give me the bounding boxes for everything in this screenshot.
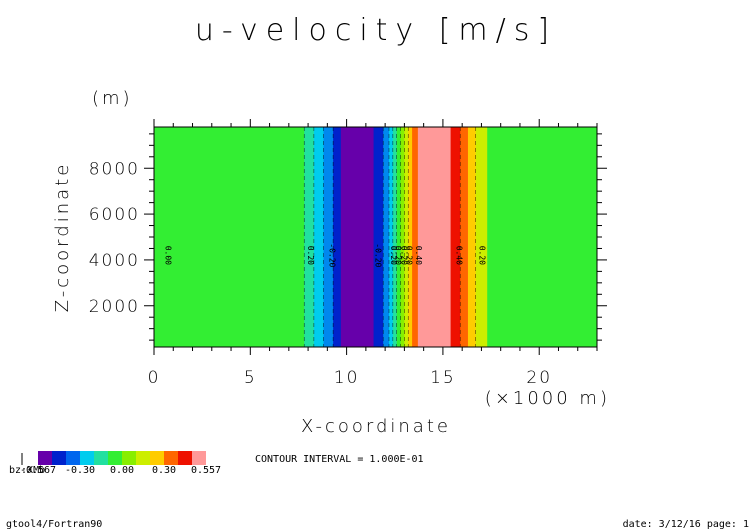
footer-right: date: 3/12/16 page: 1: [623, 519, 749, 530]
heatmap-band-6: [373, 127, 384, 347]
y-tick-label-8000: 8000: [89, 159, 140, 179]
heatmap-band-11: [400, 127, 405, 347]
legend-swatch-6: [122, 451, 136, 465]
contour-label-3: -0.20: [374, 243, 383, 267]
legend-tick-label-1: -0.30: [65, 465, 95, 476]
x-tick-label-5: 5: [244, 368, 257, 388]
legend-swatch-4: [94, 451, 108, 465]
heatmap-band-18: [467, 127, 477, 347]
legend-tick-label-2: 0.00: [110, 465, 134, 476]
legend-tick-label-4: 0.557: [191, 465, 221, 476]
heatmap-band-1: [304, 127, 315, 347]
x-tick-label-0: 0: [148, 368, 161, 388]
heatmap-band-16: [450, 127, 461, 347]
x-axis-label: X-coordinate: [301, 416, 451, 437]
heatmap-band-12: [404, 127, 409, 347]
y-tick-label-6000: 6000: [89, 205, 140, 225]
y-axis-label: Z-coordinate: [52, 162, 73, 313]
legend-swatch-9: [164, 451, 178, 465]
heatmap-band-13: [408, 127, 413, 347]
heatmap-band-19: [475, 127, 488, 347]
contour-label-10: 0.20: [478, 246, 487, 265]
x-tick-label-15: 15: [430, 368, 456, 388]
heatmap-band-3: [323, 127, 334, 347]
contour-label-8: 0.40: [414, 246, 423, 265]
contour-label-9: 0.40: [454, 246, 463, 265]
contour-interval-text: CONTOUR INTERVAL = 1.000E-01: [255, 454, 424, 465]
legend-prefix-label: bz:XMb: [9, 465, 45, 476]
x-unit-label: (×1000 m): [485, 388, 610, 409]
heatmap-band-9: [392, 127, 398, 347]
heatmap-band-14: [412, 127, 419, 347]
heatmap-band-10: [396, 127, 402, 347]
heatmap-band-2: [313, 127, 324, 347]
heatmap-bands: [154, 127, 598, 347]
legend-swatch-2: [66, 451, 80, 465]
y-tick-label-4000: 4000: [89, 251, 140, 271]
chart-title: u-velocity [m/s]: [195, 13, 557, 48]
y-ticks: 2000 4000 6000 8000: [89, 133, 607, 341]
heatmap-band-20: [487, 127, 598, 347]
x-tick-label-20: 20: [526, 368, 552, 388]
heatmap-band-4: [333, 127, 342, 347]
contour-label-6: 0.20: [400, 246, 409, 265]
contour-labels: 0.00 0.20 -0.20 -0.20 0.200.200.200.20 0.40 0.…: [164, 243, 487, 267]
contour-lines: [303, 127, 476, 347]
contour-label-2: -0.20: [327, 243, 336, 267]
contour-label-5: 0.20: [394, 246, 403, 265]
x-ticks: 0 5 10 15 20: [148, 119, 598, 388]
legend-swatch-7: [136, 451, 150, 465]
contour-label-0: 0.00: [164, 246, 173, 265]
legend-swatch-3: [80, 451, 94, 465]
contour-label-1: 0.20: [306, 246, 315, 265]
contour-label-4: 0.20: [389, 246, 398, 265]
legend-swatch-10: [178, 451, 192, 465]
heatmap-band-5: [340, 127, 375, 347]
legend-swatch-8: [150, 451, 164, 465]
heatmap-band-17: [460, 127, 469, 347]
legend-tick-label-3: 0.30: [152, 465, 176, 476]
legend-swatch-11: [192, 451, 206, 465]
contour-label-7: 0.20: [404, 246, 413, 265]
heatmap-band-0: [154, 127, 305, 347]
y-tick-label-2000: 2000: [89, 297, 140, 317]
legend-swatch-5: [108, 451, 122, 465]
x-tick-label-10: 10: [334, 368, 360, 388]
legend-swatch-1: [52, 451, 66, 465]
footer-left: gtool4/Fortran90: [6, 519, 102, 530]
heatmap-band-7: [383, 127, 390, 347]
y-unit-label: (m): [92, 88, 133, 109]
legend-tick-label-0: -0.567: [20, 465, 56, 476]
heatmap-band-8: [388, 127, 394, 347]
heatmap-band-15: [417, 127, 452, 347]
legend-swatch-0: [38, 451, 52, 465]
color-legend: -0.567 -0.30 0.00 0.30 0.557: [20, 451, 221, 476]
